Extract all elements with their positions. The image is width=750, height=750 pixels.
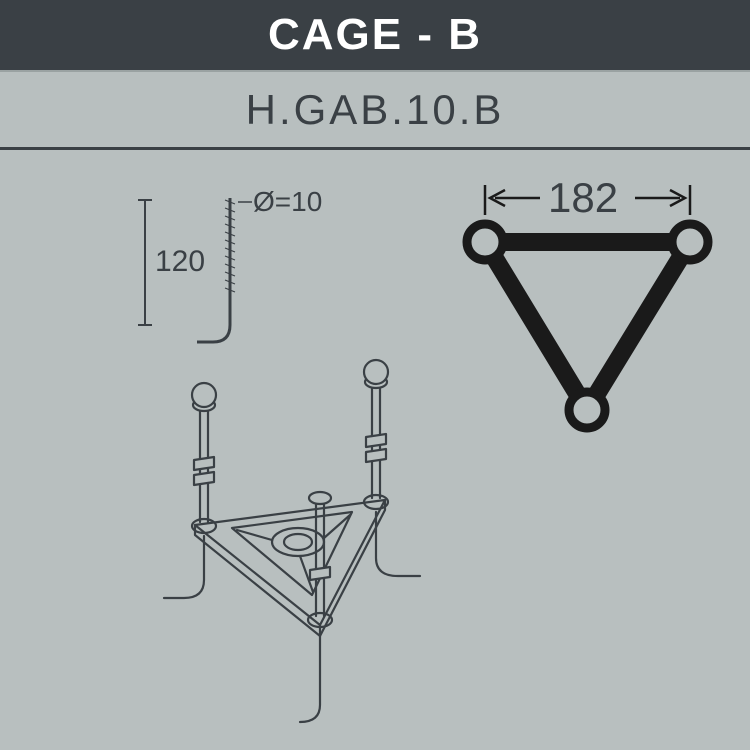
product-code: H.GAB.10.B bbox=[246, 86, 505, 134]
product-title: CAGE - B bbox=[268, 10, 482, 60]
isometric-assembly bbox=[0, 150, 750, 750]
code-bar: H.GAB.10.B bbox=[0, 72, 750, 150]
title-bar: CAGE - B bbox=[0, 0, 750, 72]
diagram-area: 120 Ø=10 182 bbox=[0, 150, 750, 750]
